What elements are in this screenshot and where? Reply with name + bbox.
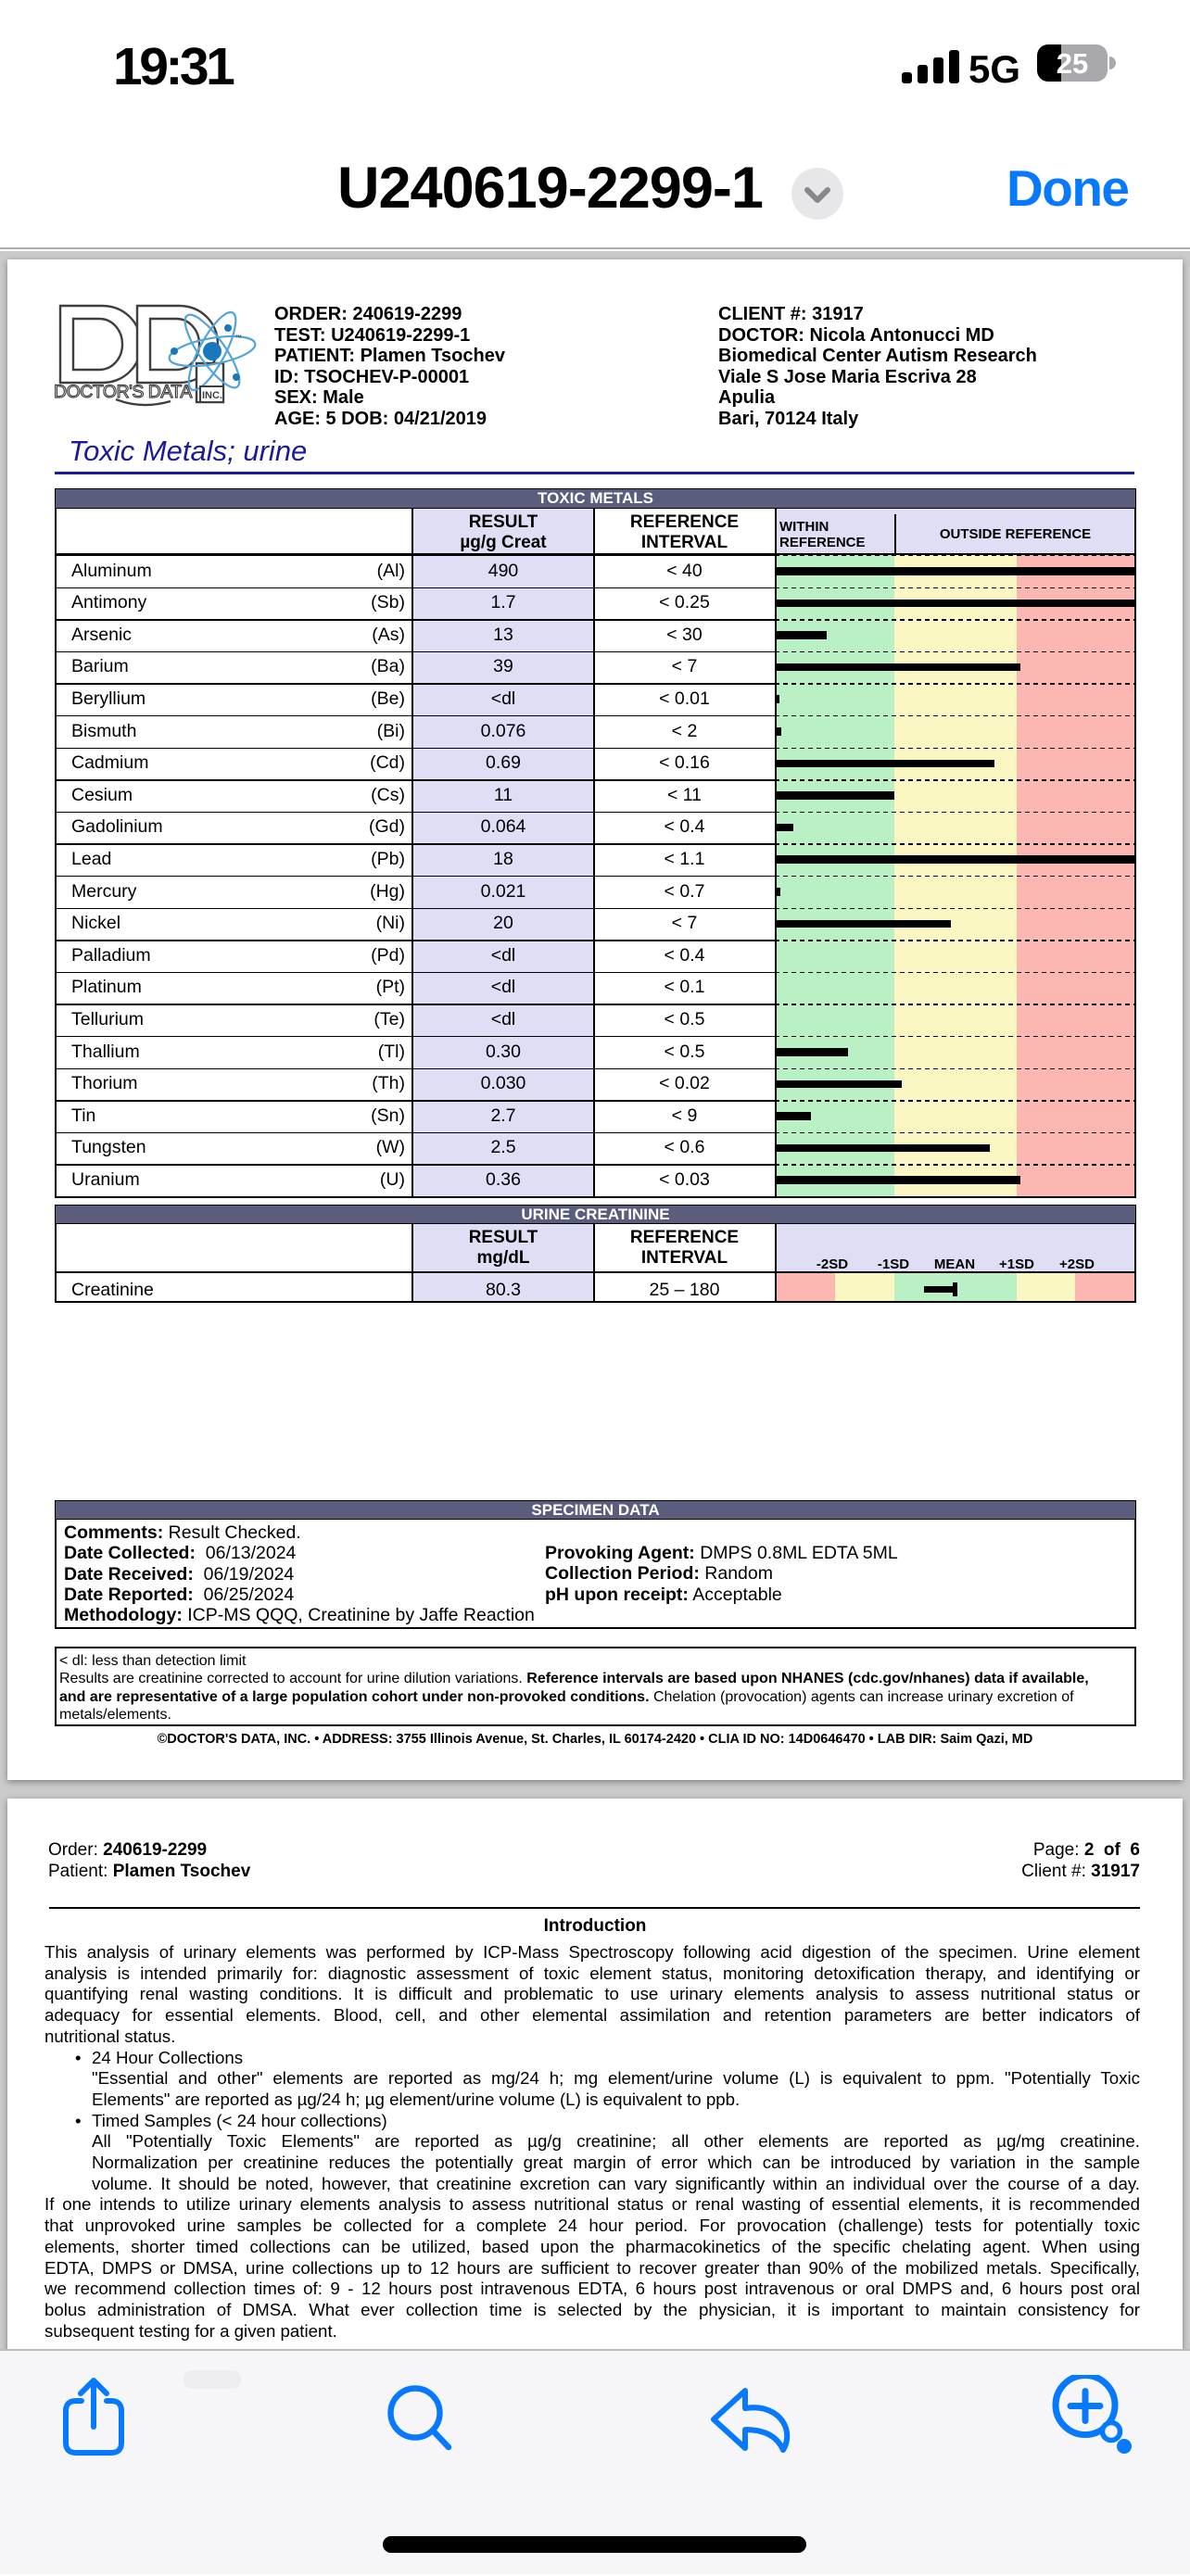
svg-text:INC.: INC. — [202, 390, 222, 401]
svg-text:™: ™ — [234, 334, 242, 342]
svg-text:DOCTOR'S DATA: DOCTOR'S DATA — [54, 382, 192, 402]
